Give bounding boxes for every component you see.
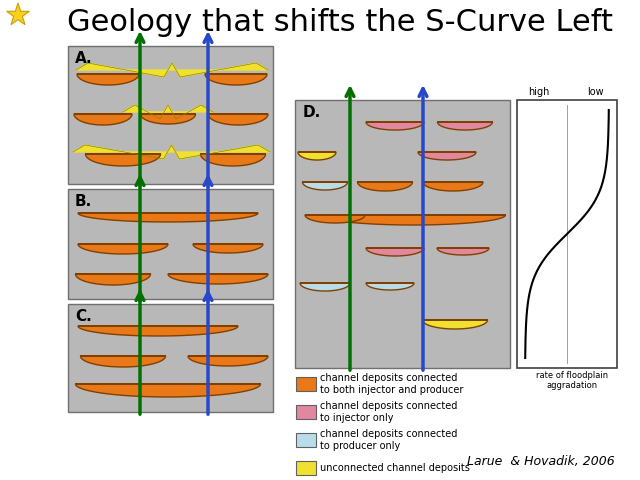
Polygon shape [168,274,268,284]
Bar [296,377,316,391]
Polygon shape [123,105,213,119]
Polygon shape [303,182,348,190]
Bar [68,304,273,412]
Polygon shape [76,274,150,285]
Text: B.: B. [75,194,92,209]
Polygon shape [321,215,506,225]
Text: Larue  & Hovadik, 2006: Larue & Hovadik, 2006 [467,455,615,468]
Bar [296,461,316,475]
Polygon shape [141,114,195,124]
Text: A.: A. [75,51,93,66]
Polygon shape [193,244,263,253]
Polygon shape [76,63,268,77]
Bar [296,405,316,419]
Polygon shape [78,213,258,222]
Polygon shape [78,244,168,254]
Polygon shape [76,384,260,397]
Text: high: high [528,87,550,97]
Bar [295,100,510,368]
Bar [68,189,273,299]
Polygon shape [188,356,268,366]
Polygon shape [366,122,424,130]
Polygon shape [6,3,29,24]
Polygon shape [423,182,483,191]
Polygon shape [358,182,413,191]
Text: C.: C. [75,309,92,324]
Polygon shape [86,154,161,166]
Polygon shape [74,114,132,125]
Text: channel deposits connected
to producer only: channel deposits connected to producer o… [320,429,458,451]
Text: rate of floodplain
aggradation: rate of floodplain aggradation [536,371,608,390]
Polygon shape [300,283,350,291]
Polygon shape [366,283,414,290]
Polygon shape [437,248,489,255]
Polygon shape [73,145,270,159]
Text: channel deposits connected
to injector only: channel deposits connected to injector o… [320,401,458,423]
Polygon shape [305,215,365,223]
Polygon shape [200,154,266,166]
Polygon shape [205,74,267,85]
Text: low: low [587,87,604,97]
Text: channel deposits connected
to both injector and producer: channel deposits connected to both injec… [320,373,463,395]
Polygon shape [438,122,493,130]
Polygon shape [422,320,488,329]
Polygon shape [366,248,424,256]
Bar [68,46,273,184]
Polygon shape [77,74,139,85]
Text: D.: D. [303,105,321,120]
Text: unconnected channel deposits: unconnected channel deposits [320,463,470,473]
Text: Geology that shifts the S-Curve Left: Geology that shifts the S-Curve Left [67,8,613,37]
Bar [517,100,617,368]
Polygon shape [78,326,238,336]
Polygon shape [208,114,268,125]
Bar [296,433,316,447]
Polygon shape [298,152,336,160]
Polygon shape [81,356,166,367]
Polygon shape [418,152,476,160]
